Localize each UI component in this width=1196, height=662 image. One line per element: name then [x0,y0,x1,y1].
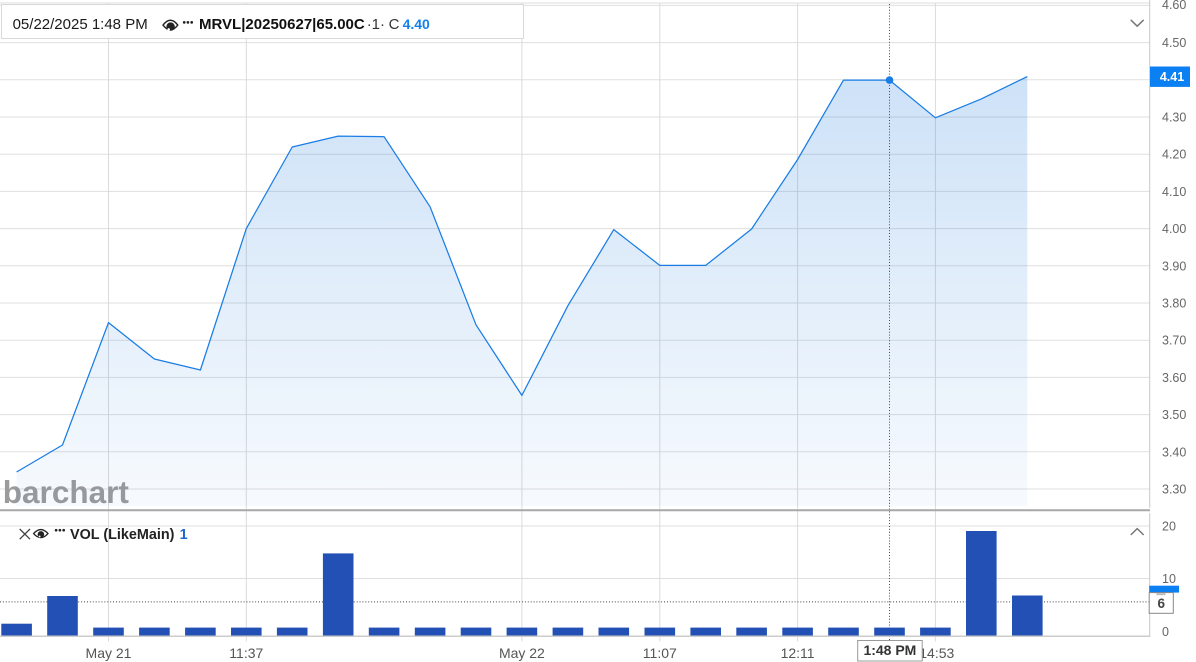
svg-text:4.00: 4.00 [1162,222,1186,236]
svg-text:05/22/2025 1:48 PM: 05/22/2025 1:48 PM [13,16,148,33]
svg-text:4.50: 4.50 [1162,36,1186,50]
svg-text:3.70: 3.70 [1162,334,1186,348]
svg-text:4.30: 4.30 [1162,111,1186,125]
svg-text:3.50: 3.50 [1162,408,1186,422]
svg-text:20: 20 [1162,520,1176,534]
svg-text:3.80: 3.80 [1162,297,1186,311]
svg-text:11:07: 11:07 [643,645,677,661]
svg-text:1: 1 [180,527,188,543]
svg-text:4.41: 4.41 [1160,70,1184,84]
svg-text:4.20: 4.20 [1162,148,1186,162]
svg-text:3.90: 3.90 [1162,259,1186,273]
svg-text:11:37: 11:37 [229,645,263,661]
svg-text:VOL (LikeMain): VOL (LikeMain) [70,527,175,543]
svg-text:3.60: 3.60 [1162,371,1186,385]
svg-text:MRVL|20250627|65.00C: MRVL|20250627|65.00C [199,16,365,33]
svg-text:4.10: 4.10 [1162,185,1186,199]
svg-text:12:11: 12:11 [781,645,815,661]
svg-text:3.40: 3.40 [1162,445,1186,459]
svg-text:10: 10 [1162,572,1176,586]
svg-text:4.60: 4.60 [1162,0,1186,12]
svg-text:1:48 PM: 1:48 PM [863,642,916,658]
svg-text:C: C [389,16,400,33]
svg-text:4.40: 4.40 [403,16,430,32]
svg-text:May 22: May 22 [499,645,545,661]
svg-text:May 21: May 21 [86,645,132,661]
svg-text:14:53: 14:53 [919,645,954,661]
svg-text:·1·: ·1· [367,16,385,33]
svg-text:6: 6 [1158,596,1166,611]
svg-text:0: 0 [1162,625,1169,639]
svg-text:3.30: 3.30 [1162,483,1186,497]
